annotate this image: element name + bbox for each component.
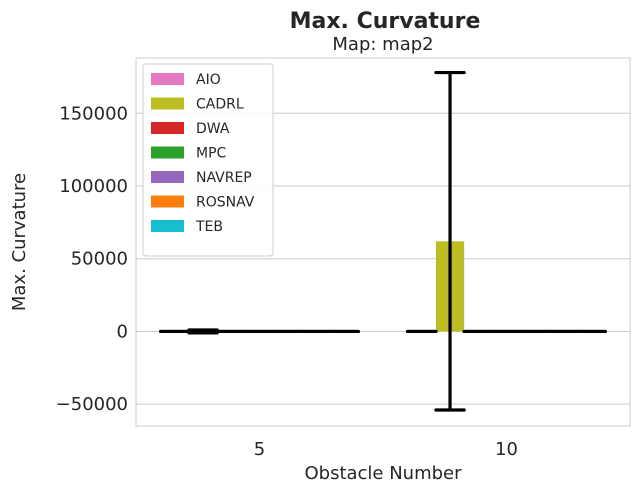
x-tick-labels: 5 10	[254, 439, 518, 460]
x-tick-label: 5	[254, 439, 265, 460]
legend-swatch	[151, 220, 184, 232]
legend-label: NAVREP	[196, 170, 252, 186]
legend-swatch	[151, 171, 184, 183]
y-tick-label: 100000	[59, 176, 128, 197]
legend-label: DWA	[196, 121, 230, 137]
legend-swatch	[151, 195, 184, 208]
y-axis-label: Max. Curvature	[9, 173, 30, 311]
legend-label: ROSNAV	[196, 195, 255, 211]
x-tick-label: 10	[495, 439, 518, 460]
y-tick-label: 150000	[59, 103, 128, 124]
chart-subtitle: Map: map2	[332, 34, 433, 55]
x-axis-label: Obstacle Number	[304, 463, 462, 484]
error-bars	[159, 70, 607, 412]
legend-label: AIO	[196, 72, 221, 88]
legend-label: TEB	[195, 219, 223, 235]
chart-title: Max. Curvature	[290, 9, 481, 34]
y-tick-label: −50000	[56, 394, 128, 415]
plot-frame	[135, 57, 631, 427]
legend-swatch	[151, 146, 184, 159]
legend-swatch	[151, 73, 184, 85]
y-tick-label: 50000	[71, 249, 128, 270]
y-tick-label: 0	[117, 321, 128, 342]
legend-swatch	[151, 97, 184, 110]
legend-swatch	[151, 122, 184, 134]
legend: AIO CADRL DWA MPC NAVREP ROSNAV TEB	[142, 63, 274, 257]
legend-label: MPC	[196, 146, 227, 162]
y-tick-labels: −50000 0 50000 100000 150000	[56, 103, 128, 415]
legend-label: CADRL	[196, 97, 244, 113]
legend-box	[142, 63, 274, 257]
